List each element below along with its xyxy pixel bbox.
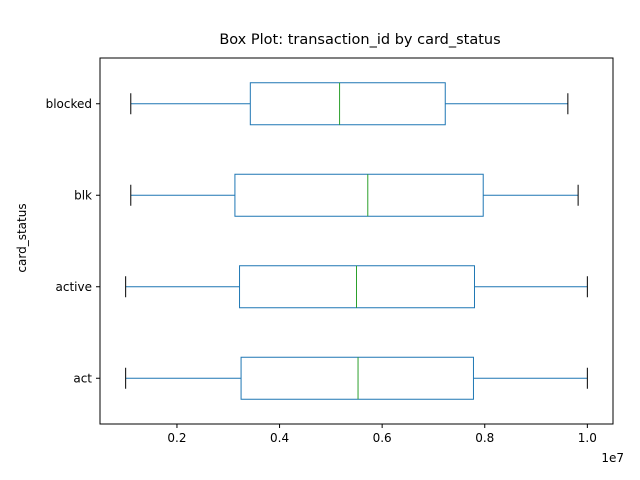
y-tick-label-act: act [73, 371, 92, 385]
x-tick-label: 0.8 [475, 431, 494, 445]
plot-frame [99, 57, 614, 425]
iqr-box-active [239, 265, 475, 309]
y-axis-label: card_status [15, 203, 29, 272]
chart-title: Box Plot: transaction_id by card_status [219, 32, 500, 48]
box-blocked [130, 82, 569, 126]
iqr-box-blk [234, 173, 484, 217]
y-tick-label-blk: blk [74, 188, 92, 202]
y-tick-label-active: active [56, 280, 92, 294]
x-tick-label: 0.2 [167, 431, 186, 445]
plot-marks [125, 82, 588, 400]
box-active [125, 265, 588, 309]
y-tick-label-blocked: blocked [46, 97, 92, 111]
box-blk [130, 173, 579, 217]
x-tick-label: 1.0 [578, 431, 597, 445]
plot-axes: 0.2 0.4 0.6 0.8 1.0 act active blk blocked [46, 57, 614, 445]
box-act [125, 356, 588, 400]
x-tick-label: 0.6 [373, 431, 392, 445]
x-axis-scale-label: 1e7 [601, 451, 624, 465]
iqr-box-blocked [249, 82, 446, 126]
x-tick-label: 0.4 [270, 431, 289, 445]
iqr-box-act [240, 356, 474, 400]
